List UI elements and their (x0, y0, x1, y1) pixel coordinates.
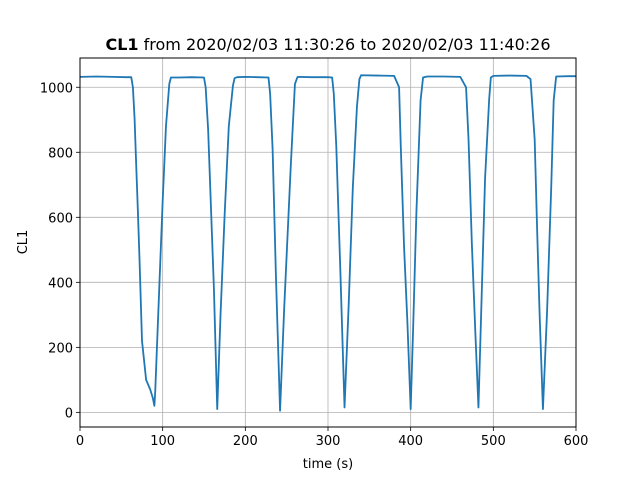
x-tick-label: 200 (233, 434, 258, 449)
x-tick-label: 300 (316, 434, 341, 449)
y-tick-label: 800 (48, 146, 73, 161)
y-tick-label: 600 (48, 211, 73, 226)
x-tick-label: 0 (76, 434, 84, 449)
x-tick-label: 100 (150, 434, 175, 449)
y-tick-label: 200 (48, 341, 73, 356)
x-axis-label: time (s) (303, 457, 353, 472)
y-tick-label: 1000 (40, 81, 73, 96)
x-tick-label: 500 (481, 434, 506, 449)
chart-title: CL1 from 2020/02/03 11:30:26 to 2020/02/… (105, 35, 550, 54)
chart-title-rest: from 2020/02/03 11:30:26 to 2020/02/03 1… (139, 35, 551, 54)
series-line (79, 74, 576, 412)
y-tick-label: 0 (65, 406, 73, 421)
x-axis: 0 100 200 300 400 500 600 (76, 427, 589, 449)
y-axis: 0 200 400 600 800 1000 (40, 81, 80, 421)
chart-title-bold: CL1 (105, 35, 138, 54)
y-axis-label: CL1 (16, 230, 31, 255)
series-layer (79, 74, 576, 412)
x-tick-label: 600 (564, 434, 589, 449)
y-tick-label: 400 (48, 276, 73, 291)
x-tick-label: 400 (398, 434, 423, 449)
